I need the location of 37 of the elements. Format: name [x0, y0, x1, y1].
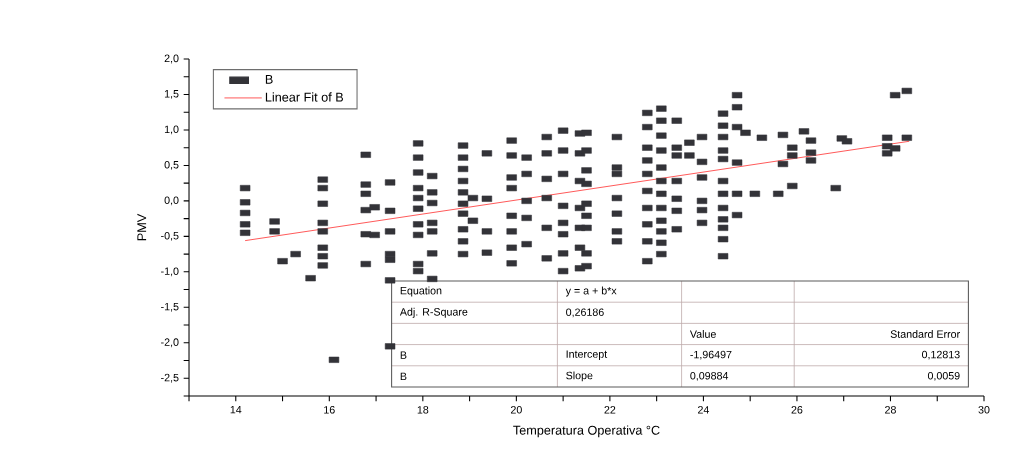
- y-tick-label: -2,0: [161, 338, 179, 348]
- annotation: 0,12813: [922, 350, 960, 360]
- y-tick-label: -0,5: [161, 231, 179, 241]
- annotation: B: [400, 372, 407, 381]
- x-tick-label: 20: [510, 406, 522, 414]
- x-tick-label: 26: [791, 406, 803, 414]
- annotation: 0,0059: [927, 371, 960, 381]
- annotation: y = a + b*x: [565, 286, 617, 297]
- legend-label: B: [265, 74, 273, 84]
- y-tick-label: -1,5: [161, 302, 179, 312]
- x-tick-label: 18: [417, 406, 429, 414]
- annotation: Standard Error: [890, 330, 960, 338]
- annotation: 0,09884: [690, 371, 729, 381]
- x-tick-label: 24: [698, 406, 710, 414]
- x-tick-label: 30: [978, 406, 990, 414]
- x-tick-label: 16: [324, 406, 335, 414]
- annotation: Value: [689, 330, 716, 338]
- annotation: 0,26186: [566, 308, 604, 318]
- y-tick-label: 1,0: [164, 125, 179, 135]
- y-tick-label: -2,5: [161, 373, 179, 383]
- y-tick-label: -1,0: [161, 267, 179, 277]
- y-axis-title: PMV: [137, 213, 147, 241]
- x-axis-title: Temperatura Operativa °C: [513, 425, 660, 438]
- annotation: Slope: [566, 371, 593, 382]
- x-tick-label: 22: [604, 406, 616, 414]
- annotation: -1,96497: [690, 350, 732, 360]
- y-tick-label: 0,0: [164, 196, 179, 206]
- legend-label: Linear Fit of B: [265, 92, 344, 102]
- y-tick-label: 2,0: [164, 54, 179, 64]
- annotation: Adj. R-Square: [399, 307, 468, 318]
- x-tick-label: 14: [230, 406, 242, 414]
- annotation: B: [400, 351, 407, 359]
- x-tick-label: 28: [885, 406, 896, 414]
- annotation: Equation: [400, 286, 442, 297]
- y-tick-label: 1,5: [164, 90, 179, 99]
- annotation: Intercept: [566, 350, 608, 360]
- y-tick-label: 0,5: [164, 161, 179, 170]
